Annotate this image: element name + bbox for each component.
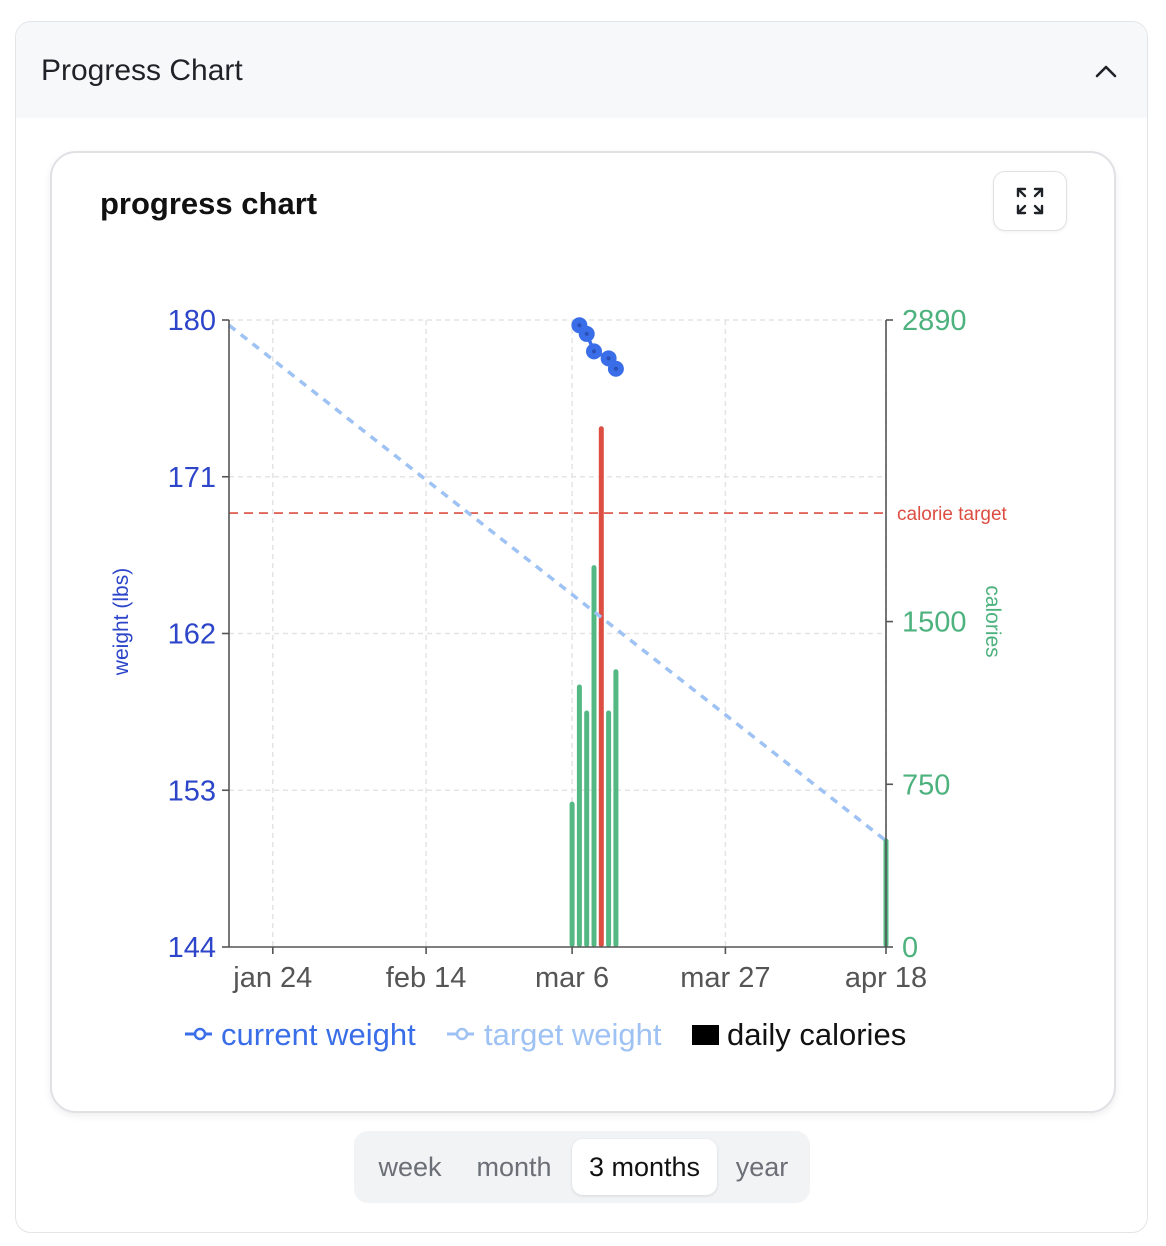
tab-year[interactable]: year [735,1152,789,1182]
tab-week[interactable]: week [378,1152,442,1182]
calorie-bar [613,669,619,947]
legend-target-weight-marker [455,1027,469,1041]
chevron-up-icon [1095,65,1117,78]
progress-chart: calorie target 180 171 162 153 144 2890 1500 750… [110,305,1008,1052]
chart-card: progress chart [50,151,1116,1113]
calorie-bar [598,426,604,947]
panel-header[interactable]: Progress Chart [16,22,1147,118]
legend-daily-calories-label: daily calories [727,1017,906,1052]
expand-button[interactable] [993,171,1067,231]
calorie-bar [591,565,597,947]
left-tick-label: 171 [168,462,216,494]
calorie-target-label: calorie target [897,504,1008,525]
tab-month[interactable]: month [476,1152,552,1182]
legend-current-weight-marker [193,1027,207,1041]
current-weight-point-center [577,323,582,328]
legend-daily-calories-swatch [692,1025,719,1045]
left-tick-label: 144 [168,932,216,964]
panel-title: Progress Chart [41,54,243,87]
right-tick-label: 0 [902,932,918,964]
left-tick-label: 153 [168,775,216,807]
progress-chart-panel: Progress Chart progress chart calorie ta… [15,21,1148,1233]
calorie-bar [569,801,575,947]
legend-current-weight-label: current weight [221,1017,416,1052]
chart-title: progress chart [100,186,318,221]
x-tick-label: mar 6 [535,962,609,994]
calorie-bar [606,710,612,947]
range-tabs: week month 3 months year [354,1131,810,1203]
calorie-bar [584,710,590,947]
legend-target-weight-label: target weight [484,1017,662,1052]
left-tick-label: 162 [168,619,216,651]
left-axis-title: weight (lbs) [110,568,133,676]
calorie-bar [576,684,582,947]
right-tick-label: 750 [902,769,950,801]
x-tick-label: mar 27 [680,962,770,994]
target-weight-line [227,323,888,843]
current-weight-point-center [606,356,611,361]
expand-icon [1016,187,1044,215]
x-tick-label: apr 18 [845,962,927,994]
x-tick-label: feb 14 [386,962,467,994]
current-weight-point-center [592,349,596,354]
right-tick-label: 1500 [902,607,967,639]
collapse-button[interactable] [1083,48,1129,94]
current-weight-point-center [613,366,618,371]
right-axis-title: calories [981,585,1004,657]
tab-3-months[interactable]: 3 months [572,1139,717,1195]
x-tick-label: jan 24 [232,962,312,994]
current-weight-point-center [584,331,589,336]
left-tick-label: 180 [168,305,216,337]
right-tick-label: 2890 [902,305,967,337]
